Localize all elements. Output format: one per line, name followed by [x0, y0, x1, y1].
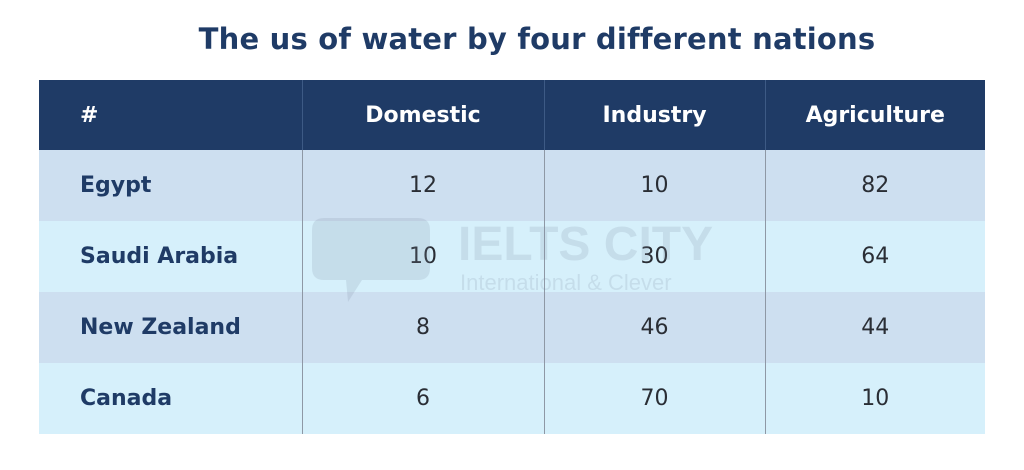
cell-industry: 30: [543, 221, 765, 292]
header-row: # Domestic Industry Agriculture: [39, 80, 985, 150]
row-label: Saudi Arabia: [80, 244, 239, 269]
water-use-table: # Domestic Industry Agriculture Egypt 12…: [39, 80, 985, 434]
cell-domestic: 10: [301, 221, 544, 292]
row-label: Egypt: [80, 173, 152, 198]
cell-industry: 10: [543, 150, 765, 221]
cell-agriculture: 64: [764, 221, 985, 292]
table-row: New Zealand 8 46 44: [39, 292, 985, 363]
column-header-domestic: Domestic: [301, 80, 544, 150]
cell-agriculture: 44: [764, 292, 985, 363]
cell-domestic: 12: [301, 150, 544, 221]
table-row: Saudi Arabia 10 30 64: [39, 221, 985, 292]
cell-industry: 70: [543, 363, 765, 434]
column-header-index: #: [80, 102, 99, 128]
table-row: Egypt 12 10 82: [39, 150, 985, 221]
row-label: Canada: [80, 386, 173, 411]
cell-industry: 46: [543, 292, 765, 363]
cell-agriculture: 10: [764, 363, 985, 434]
column-header-industry: Industry: [543, 80, 765, 150]
column-header-agriculture: Agriculture: [764, 80, 985, 150]
row-label: New Zealand: [80, 315, 241, 340]
cell-domestic: 6: [301, 363, 544, 434]
cell-domestic: 8: [301, 292, 544, 363]
chart-title: The us of water by four different nation…: [198, 22, 876, 56]
table-row: Canada 6 70 10: [39, 363, 985, 434]
cell-agriculture: 82: [764, 150, 985, 221]
